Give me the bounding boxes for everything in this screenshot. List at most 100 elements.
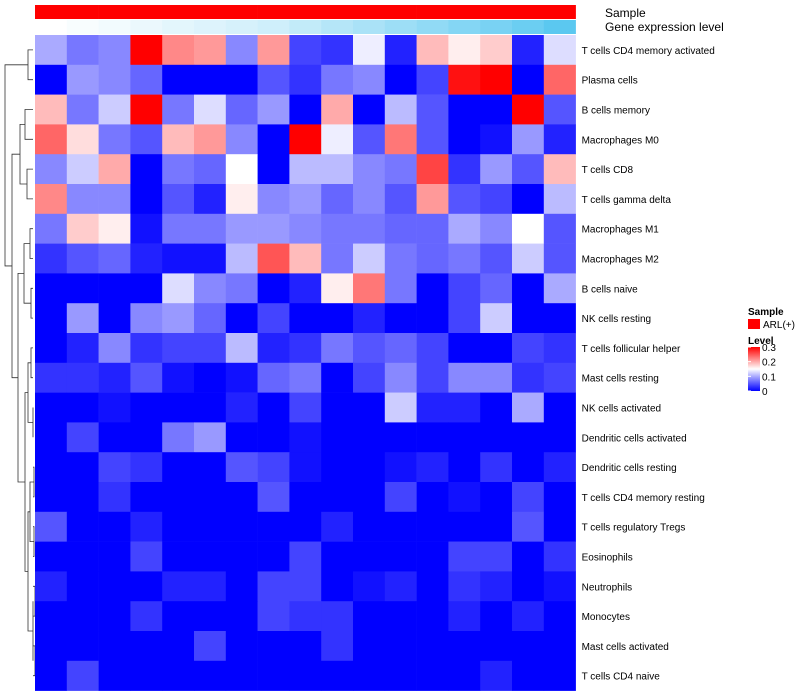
sample-annotation-cell (448, 5, 481, 19)
heatmap-cell (416, 154, 449, 185)
heatmap-cell (98, 64, 131, 95)
heatmap-cell (98, 154, 131, 185)
row-dendrogram (4, 49, 36, 677)
heatmap-cell (448, 184, 481, 215)
annotation-labels: Sample Gene expression level (605, 6, 724, 34)
heatmap-cell (194, 154, 227, 185)
heatmap-cell (512, 601, 545, 632)
heatmap-cell (512, 273, 545, 304)
heatmap-cell (384, 213, 417, 244)
legend: Sample ARL(+) Level 0.3 0.2 0.1 0 (748, 307, 795, 398)
heatmap-cell (35, 392, 68, 423)
heatmap-cell (512, 660, 545, 691)
expression-annotation-cell (257, 20, 290, 34)
heatmap-cell (480, 422, 513, 453)
heatmap-cell (225, 601, 258, 632)
heatmap-cell (257, 184, 290, 215)
heatmap-cell (257, 64, 290, 95)
heatmap-cell (130, 243, 163, 274)
heatmap-cell (66, 511, 99, 542)
sample-annotation-cell (130, 5, 163, 19)
heatmap-cell (480, 303, 513, 334)
row-label: T cells CD8 (582, 165, 634, 176)
dendrogram-branch (4, 64, 28, 267)
heatmap-cell (98, 392, 131, 423)
heatmap-cell (416, 571, 449, 602)
heatmap-cell (225, 571, 258, 602)
heatmap-cell (448, 213, 481, 244)
heatmap-cell (480, 64, 513, 95)
row-label: NK cells activated (582, 404, 661, 415)
heatmap-cell (353, 422, 386, 453)
heatmap-cell (353, 154, 386, 185)
heatmap-cell (448, 362, 481, 393)
heatmap-cell (130, 94, 163, 125)
heatmap-cell (225, 303, 258, 334)
legend-tick-label: 0.2 (762, 358, 776, 369)
heatmap-cell (321, 452, 354, 483)
heatmap-cell (289, 511, 322, 542)
annotation-label-sample: Sample (605, 6, 646, 20)
dendrogram-branch (30, 347, 33, 379)
heatmap-cell (130, 571, 163, 602)
row-label: Mast cells resting (582, 374, 659, 385)
heatmap-cell (512, 631, 545, 662)
heatmap-cell (384, 154, 417, 185)
heatmap-cell (162, 35, 195, 66)
heatmap-cell (416, 303, 449, 334)
heatmap-cell (66, 452, 99, 483)
heatmap-cell (66, 392, 99, 423)
heatmap-cell (353, 94, 386, 125)
heatmap-cell (130, 273, 163, 304)
heatmap-cell (162, 631, 195, 662)
heatmap-cell (321, 154, 354, 185)
legend-level-ticks: 0.3 0.2 0.1 0 (748, 343, 776, 398)
heatmap-cell (543, 273, 576, 304)
heatmap-cell (130, 422, 163, 453)
dendrogram-branch (27, 49, 33, 81)
heatmap-cell (353, 184, 386, 215)
dendrogram-branch (29, 228, 33, 259)
heatmap-cell (543, 362, 576, 393)
heatmap-cell (35, 94, 68, 125)
heatmap-cell (448, 482, 481, 513)
heatmap-cell (480, 511, 513, 542)
heatmap-cell (225, 213, 258, 244)
heatmap-cell (416, 482, 449, 513)
heatmap-cell (321, 333, 354, 364)
heatmap-cell (162, 273, 195, 304)
heatmap-cell (194, 452, 227, 483)
row-label: Macrophages M1 (582, 225, 660, 236)
legend-tick-label: 0 (762, 387, 768, 398)
heatmap-cell (225, 273, 258, 304)
heatmap-cell (98, 124, 131, 155)
heatmap-cell (35, 273, 68, 304)
legend-tick-label: 0.3 (762, 343, 776, 354)
heatmap-cell (448, 273, 481, 304)
heatmap-cell (35, 184, 68, 215)
heatmap-cell (384, 273, 417, 304)
heatmap-cell (98, 35, 131, 66)
heatmap-cell (289, 124, 322, 155)
heatmap-cell (353, 243, 386, 274)
expression-annotation-cell (384, 20, 417, 34)
heatmap-cell (66, 333, 99, 364)
heatmap-cell (35, 601, 68, 632)
row-label: Dendritic cells resting (582, 463, 677, 474)
heatmap-cell (480, 124, 513, 155)
heatmap-cell (98, 422, 131, 453)
heatmap-cell (353, 571, 386, 602)
heatmap-cell (257, 213, 290, 244)
heatmap-cell (225, 124, 258, 155)
heatmap-cell (448, 422, 481, 453)
heatmap-cell (35, 243, 68, 274)
heatmap-cell (257, 124, 290, 155)
heatmap-cell (98, 601, 131, 632)
heatmap-cell (98, 213, 131, 244)
heatmap-cell (416, 392, 449, 423)
heatmap-cell (194, 392, 227, 423)
heatmap-cell (480, 362, 513, 393)
heatmap-cell (289, 333, 322, 364)
heatmap-cell (35, 660, 68, 691)
